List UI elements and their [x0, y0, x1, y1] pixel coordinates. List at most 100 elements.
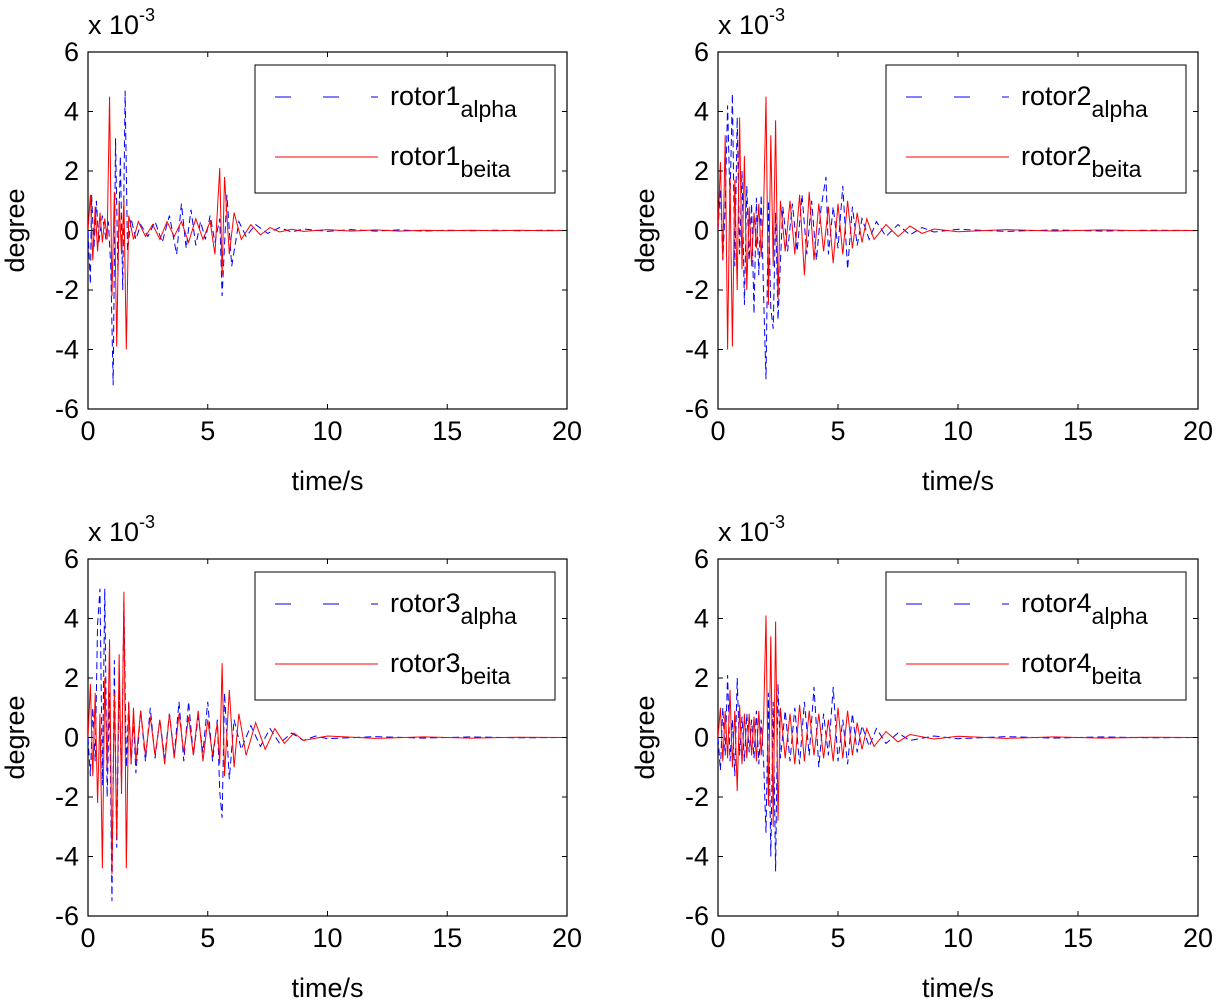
exponent-label: x 10-3: [718, 512, 785, 547]
x-tick-label: 0: [80, 416, 95, 446]
legend-label-main: rotor4: [1021, 588, 1092, 618]
y-tick-label: 6: [64, 544, 79, 574]
y-tick-label: 0: [694, 723, 709, 753]
series-line-beita: [718, 96, 1198, 350]
legend-label-beita: rotor4beita: [1021, 648, 1142, 689]
y-tick-label: 2: [694, 663, 709, 693]
series-group: [88, 90, 567, 386]
x-tick-label: 20: [552, 416, 582, 446]
subplot-3: 0 5 10 15 20 -6 -4 -2 0 2 4 6 x 10-3 time/s degree roto…: [0, 512, 582, 1000]
exponent-prefix: x 10: [718, 10, 769, 40]
legend-box: [254, 571, 556, 701]
series-line-beita: [88, 96, 567, 350]
legend-label-beita: rotor1beita: [390, 141, 511, 182]
y-tick-label: -2: [55, 782, 79, 812]
y-tick-label: -6: [685, 901, 709, 931]
y-tick-label: 4: [694, 97, 709, 127]
legend-label-alpha: rotor3alpha: [390, 588, 517, 629]
series-group: [718, 615, 1198, 872]
x-axis-label: time/s: [291, 466, 363, 496]
y-axis-label: degree: [630, 695, 660, 779]
y-axis-label: degree: [0, 695, 30, 779]
x-axis-label: time/s: [922, 973, 994, 1000]
legend-label-alpha: rotor4alpha: [1021, 588, 1148, 629]
legend: rotor1alpha rotor1beita: [254, 64, 556, 194]
y-tick-label: 0: [694, 216, 709, 246]
x-tick-label: 15: [432, 923, 462, 953]
y-tick-label: 6: [694, 37, 709, 67]
x-tick-label: 20: [1183, 923, 1213, 953]
x-tick-label: 5: [830, 923, 845, 953]
subplot-4: 0 5 10 15 20 -6 -4 -2 0 2 4 6 x 10-3 time/s degree roto…: [630, 512, 1213, 1000]
exponent-label: x 10-3: [88, 512, 155, 547]
x-tick-label: 15: [432, 416, 462, 446]
legend-label-main: rotor3: [390, 588, 461, 618]
y-tick-label: 4: [64, 604, 79, 634]
series-line-beita: [718, 615, 1198, 827]
exponent-prefix: x 10: [88, 517, 139, 547]
exponent-label: x 10-3: [718, 5, 785, 40]
exponent-label: x 10-3: [88, 5, 155, 40]
legend-label-sub: beita: [1092, 156, 1142, 182]
exponent-power: -3: [139, 5, 155, 25]
y-tick-label: 2: [64, 663, 79, 693]
legend-label-sub: alpha: [1092, 603, 1148, 629]
legend-label-sub: beita: [461, 663, 511, 689]
y-tick-label: -2: [55, 275, 79, 305]
x-tick-label: 0: [80, 923, 95, 953]
subplot-1: 0 5 10 15 20 -6 -4 -2 0 2 4 6 x 10-3 time/s degree roto…: [0, 5, 582, 496]
legend-label-alpha: rotor2alpha: [1021, 81, 1148, 122]
x-tick-label: 10: [943, 416, 973, 446]
series-group: [718, 93, 1198, 380]
x-tick-label: 15: [1063, 923, 1093, 953]
y-tick-label: -6: [55, 901, 79, 931]
y-tick-label: -4: [55, 842, 79, 872]
x-tick-label: 10: [312, 923, 342, 953]
exponent-power: -3: [769, 5, 785, 25]
legend-box: [885, 64, 1187, 194]
legend-box: [885, 571, 1187, 701]
legend-label-main: rotor2: [1021, 141, 1092, 171]
y-tick-label: 0: [64, 723, 79, 753]
series-line-beita: [88, 591, 567, 875]
legend-label-main: rotor3: [390, 648, 461, 678]
y-tick-label: -6: [685, 394, 709, 424]
legend-label-sub: alpha: [461, 603, 517, 629]
y-tick-label: 6: [694, 544, 709, 574]
x-tick-label: 5: [200, 416, 215, 446]
series-group: [88, 588, 567, 902]
x-tick-label: 10: [312, 416, 342, 446]
legend-label-main: rotor2: [1021, 81, 1092, 111]
legend-label-sub: beita: [1092, 663, 1142, 689]
series-line-alpha: [718, 93, 1198, 380]
exponent-power: -3: [769, 512, 785, 532]
y-tick-label: -2: [685, 782, 709, 812]
subplot-2: 0 5 10 15 20 -6 -4 -2 0 2 4 6 x 10-3 time/s degree roto…: [630, 5, 1213, 496]
legend-label-main: rotor1: [390, 81, 461, 111]
x-axis-label: time/s: [922, 466, 994, 496]
exponent-prefix: x 10: [718, 517, 769, 547]
legend-label-sub: beita: [461, 156, 511, 182]
legend-box: [254, 64, 556, 194]
y-tick-label: 4: [694, 604, 709, 634]
x-tick-label: 0: [710, 416, 725, 446]
x-tick-label: 0: [710, 923, 725, 953]
series-line-alpha: [88, 90, 567, 386]
legend-label-sub: alpha: [461, 96, 517, 122]
x-tick-label: 5: [830, 416, 845, 446]
x-tick-label: 20: [552, 923, 582, 953]
y-tick-label: 6: [64, 37, 79, 67]
y-tick-label: -2: [685, 275, 709, 305]
x-tick-label: 15: [1063, 416, 1093, 446]
exponent-prefix: x 10: [88, 10, 139, 40]
y-tick-label: 0: [64, 216, 79, 246]
y-tick-label: 2: [694, 156, 709, 186]
y-tick-label: -6: [55, 394, 79, 424]
y-axis-label: degree: [0, 188, 30, 272]
x-tick-label: 5: [200, 923, 215, 953]
legend-label-main: rotor4: [1021, 648, 1092, 678]
